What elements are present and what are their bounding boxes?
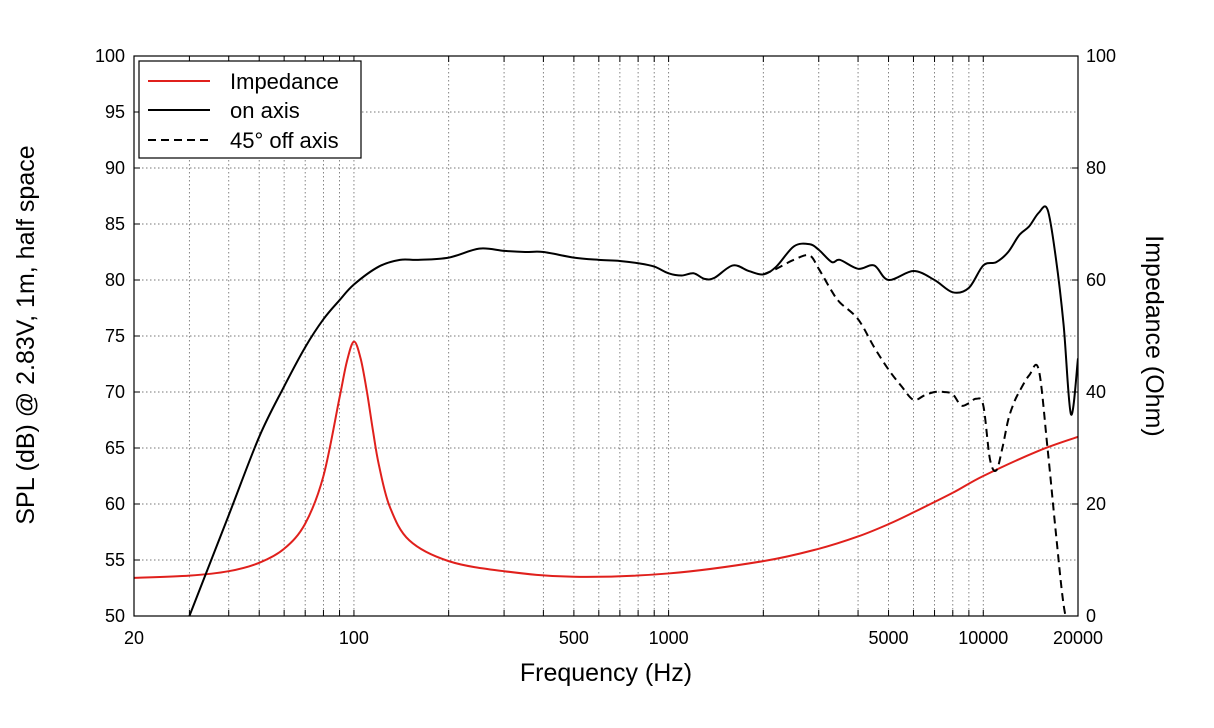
y2-tick-label: 80: [1086, 158, 1106, 178]
y-tick-label: 70: [105, 382, 125, 402]
x-tick-label: 500: [559, 628, 589, 648]
y-axis-title: SPL (dB) @ 2.83V, 1m, half space: [12, 145, 40, 524]
x-tick-label: 100: [339, 628, 369, 648]
series-line-on-axis: [188, 205, 1078, 616]
y2-tick-label: 60: [1086, 270, 1106, 290]
y-tick-label: 75: [105, 326, 125, 346]
tick-labels: 20 100 500 1000 5000 10000 2000050556065707580…: [95, 46, 1116, 648]
y-tick-label: 95: [105, 102, 125, 122]
y2-tick-label: 100: [1086, 46, 1116, 66]
x-tick-label: 10000: [958, 628, 1008, 648]
y2-tick-label: 40: [1086, 382, 1106, 402]
x-tick-label: 5000: [869, 628, 909, 648]
x-tick-label: 1000: [649, 628, 689, 648]
x-tick-label: 20: [124, 628, 144, 648]
y-tick-label: 60: [105, 494, 125, 514]
y2-tick-label: 20: [1086, 494, 1106, 514]
x-axis-title: Frequency (Hz): [520, 659, 692, 687]
series-layer: [134, 205, 1078, 616]
ticks: [134, 55, 1078, 617]
x-tick-label: 20000: [1053, 628, 1103, 648]
y-tick-label: 65: [105, 438, 125, 458]
series-line-45-off-axis: [762, 254, 1067, 616]
legend-label-on-axis: on axis: [230, 98, 300, 123]
y2-axis-title: Impedance (Ohm): [1140, 235, 1168, 436]
legend-label-off-axis: 45° off axis: [230, 128, 339, 153]
y-tick-label: 80: [105, 270, 125, 290]
y-tick-label: 100: [95, 46, 125, 66]
y-tick-label: 50: [105, 606, 125, 626]
y-tick-label: 85: [105, 214, 125, 234]
y-tick-label: 55: [105, 550, 125, 570]
y-tick-label: 90: [105, 158, 125, 178]
legend: Impedance on axis 45° off axis: [138, 60, 362, 159]
series-line-impedance: [134, 340, 1078, 579]
legend-label-impedance: Impedance: [230, 69, 339, 94]
y2-tick-label: 0: [1086, 606, 1096, 626]
